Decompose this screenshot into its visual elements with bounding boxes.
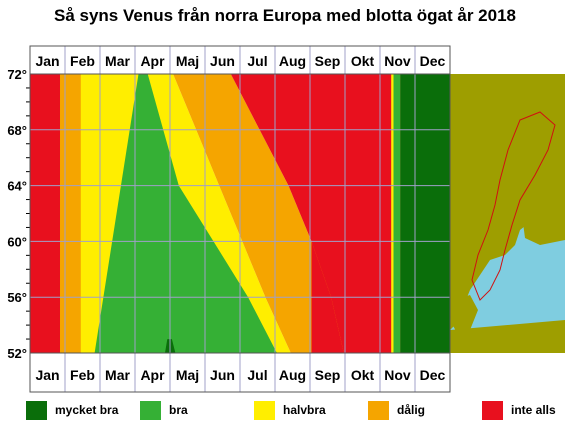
legend-swatch	[368, 400, 389, 420]
map-scandinavia-land	[450, 74, 565, 330]
month-label-top: Feb	[70, 53, 95, 69]
latitude-tick-label: 68°	[7, 123, 27, 138]
latitude-tick-label: 72°	[7, 67, 27, 82]
band-bra-8	[138, 74, 277, 353]
band-halvbra-10	[391, 74, 394, 353]
legend-item-inte_alls: inte alls	[482, 400, 556, 420]
map-continent-land	[450, 320, 565, 353]
month-label-top: Apr	[140, 53, 165, 69]
month-label-bottom: Jun	[210, 367, 235, 383]
legend-item-halvbra: halvbra	[254, 400, 326, 420]
month-label-top: Sep	[315, 53, 341, 69]
month-label-bottom: Okt	[351, 367, 375, 383]
month-label-bottom: Maj	[176, 367, 199, 383]
month-label-top: Okt	[351, 53, 375, 69]
band-dalig-6	[173, 74, 344, 353]
chart-title: Så syns Venus från norra Europa med blot…	[54, 6, 516, 25]
plot-frame	[29, 45, 451, 393]
month-label-top: Jan	[35, 53, 59, 69]
latitude-tick-label: 56°	[7, 290, 27, 305]
month-label-top: Jul	[247, 53, 267, 69]
month-label-bottom: Aug	[279, 367, 306, 383]
legend-swatch	[254, 400, 275, 420]
legend-swatch	[140, 400, 161, 420]
month-label-bottom: Mar	[105, 367, 130, 383]
month-label-top: Nov	[384, 53, 411, 69]
month-label-top: Aug	[279, 53, 306, 69]
legend-label: bra	[169, 403, 188, 417]
band-mycket_bra-12	[400, 74, 450, 353]
legend-swatch	[26, 400, 47, 420]
legend-item-dalig: dålig	[368, 400, 425, 420]
month-label-bottom: Feb	[70, 367, 95, 383]
latitude-tick-labels: 72° 68° 64° 60° 56° 52°	[7, 67, 27, 361]
legend-item-mycket_bra: mycket bra	[26, 400, 118, 420]
map-sweden-border	[471, 111, 556, 301]
legend-label: dålig	[397, 403, 426, 417]
month-label-top: Jun	[210, 53, 235, 69]
scandinavia-map	[450, 74, 565, 353]
outer-frame	[29, 45, 451, 393]
month-label-top: Dec	[420, 53, 446, 69]
legend-swatch	[482, 400, 503, 420]
month-label-bottom: Jul	[247, 367, 267, 383]
month-label-bottom: Dec	[420, 367, 446, 383]
band-bra-3	[94, 74, 139, 353]
month-label-top: Maj	[176, 53, 199, 69]
map-denmark-land	[450, 295, 478, 335]
legend-label: mycket bra	[55, 403, 119, 417]
month-label-bottom: Nov	[384, 367, 411, 383]
latitude-tick-label: 60°	[7, 234, 27, 249]
legend-item-bra: bra	[140, 400, 188, 420]
month-labels-top: Jan Feb Mar Apr Maj Jun Jul Aug Sep Okt Nov Dec	[35, 53, 445, 69]
legend-label: halvbra	[283, 403, 326, 417]
latitude-tick-label: 64°	[7, 179, 27, 194]
legend-label: inte alls	[511, 403, 556, 417]
month-label-bottom: Jan	[35, 367, 59, 383]
month-labels-bottom: Jan Feb Mar Apr Maj Jun Jul Aug Sep Okt Nov Dec	[35, 367, 445, 383]
month-label-bottom: Apr	[140, 367, 165, 383]
month-label-bottom: Sep	[315, 367, 341, 383]
map-finland-land	[520, 190, 565, 245]
month-label-top: Mar	[105, 53, 130, 69]
latitude-tick-label: 52°	[7, 346, 27, 361]
band-inte_alls-7	[230, 74, 344, 353]
band-bra-11	[393, 74, 401, 353]
